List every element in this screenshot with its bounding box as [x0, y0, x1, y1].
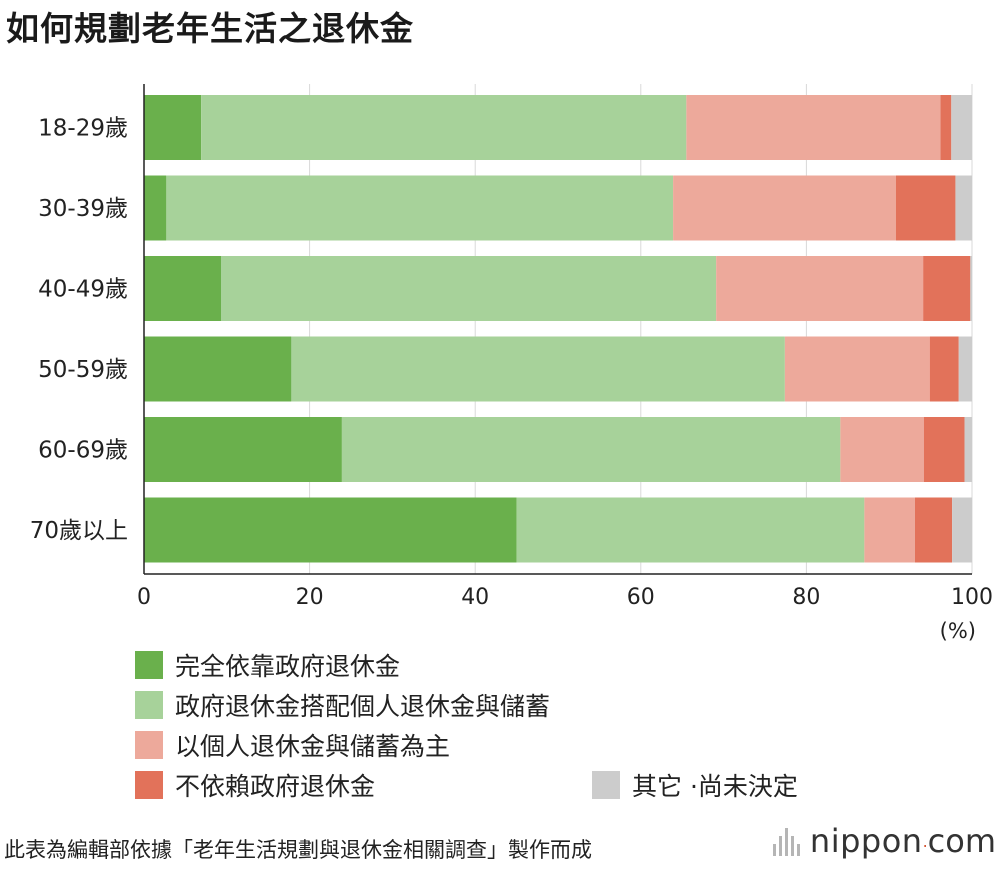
legend-swatch	[135, 691, 163, 719]
legend-item: 完全依靠政府退休金	[135, 650, 401, 681]
bar-segment	[144, 497, 517, 563]
x-tick-label: 20	[296, 585, 324, 610]
x-tick-label: 40	[461, 585, 489, 610]
bar-segment	[955, 175, 972, 241]
brand-name: nippon	[809, 822, 923, 860]
bar-segment	[686, 95, 941, 160]
bar-layer	[144, 95, 972, 563]
bar-segment	[291, 336, 785, 402]
legend-swatch	[135, 771, 163, 799]
bar-segment	[201, 95, 687, 160]
nippon-mark-icon	[770, 826, 800, 856]
legend-label: 政府退休金搭配個人退休金與儲蓄	[175, 692, 551, 721]
bar-segment	[864, 497, 915, 563]
legend-label: 其它 ·尚未決定	[632, 772, 798, 801]
grid-layer	[309, 84, 973, 574]
category-label: 30-39歲	[38, 196, 128, 222]
legend-swatch	[592, 771, 620, 799]
bar-segment	[940, 95, 952, 160]
category-label: 50-59歲	[38, 357, 128, 383]
legend-item: 政府退休金搭配個人退休金與儲蓄	[135, 690, 551, 721]
bar-segment	[923, 256, 971, 321]
bar-segment	[673, 175, 896, 241]
bar-segment	[784, 336, 930, 402]
x-tick-label: 80	[792, 585, 820, 610]
bar-segment	[166, 175, 674, 241]
bar-segment	[840, 417, 924, 482]
legend-label: 以個人退休金與儲蓄為主	[175, 732, 451, 761]
bar-segment	[144, 175, 167, 241]
bar-segment	[952, 497, 972, 563]
bar-segment	[970, 256, 972, 321]
x-unit-label: (%)	[940, 619, 976, 643]
bar-segment	[958, 336, 972, 402]
chart-title: 如何規劃老年生活之退休金	[6, 9, 414, 48]
bar-segment	[144, 95, 202, 160]
category-label: 70歲以上	[30, 518, 128, 544]
bar-segment	[221, 256, 717, 321]
bar-segment	[716, 256, 924, 321]
bar-segment	[144, 417, 342, 482]
axis-layer: 0 20 40 60 80 100 (%) 18-29歲 30-39歲 40-49歲 50-59歲 6…	[30, 84, 993, 643]
brand-suffix: com	[927, 822, 996, 860]
brand-dot: .	[922, 831, 928, 851]
bar-segment	[516, 497, 865, 563]
legend-swatch	[135, 731, 163, 759]
category-label: 60-69歲	[38, 438, 128, 464]
legend-item: 其它 ·尚未決定	[592, 770, 798, 801]
source-note: 此表為編輯部依據「老年生活規劃與退休金相關調查」製作而成	[4, 838, 592, 862]
category-label: 18-29歲	[38, 116, 128, 142]
x-tick-label: 60	[627, 585, 655, 610]
bar-segment	[964, 417, 972, 482]
bar-segment	[895, 175, 956, 241]
bar-segment	[144, 336, 292, 402]
legend-label: 不依賴政府退休金	[175, 772, 376, 801]
legend-swatch	[135, 651, 163, 679]
x-tick-label: 0	[137, 585, 151, 610]
bar-segment	[341, 417, 841, 482]
bar-segment	[144, 256, 222, 321]
category-label: 40-49歲	[38, 277, 128, 303]
chart-plot: 0 20 40 60 80 100 (%) 18-29歲 30-39歲 40-49歲 50-59歲 6…	[30, 84, 993, 643]
legend-item: 不依賴政府退休金	[135, 770, 376, 801]
legend-item: 以個人退休金與儲蓄為主	[135, 730, 451, 761]
bar-segment	[929, 336, 959, 402]
nippon-logo: nippon. com	[770, 822, 996, 860]
bar-segment	[923, 417, 965, 482]
bar-segment	[951, 95, 972, 160]
bar-segment	[914, 497, 953, 563]
x-tick-label: 100	[951, 585, 993, 610]
legend-label: 完全依靠政府退休金	[175, 652, 401, 681]
